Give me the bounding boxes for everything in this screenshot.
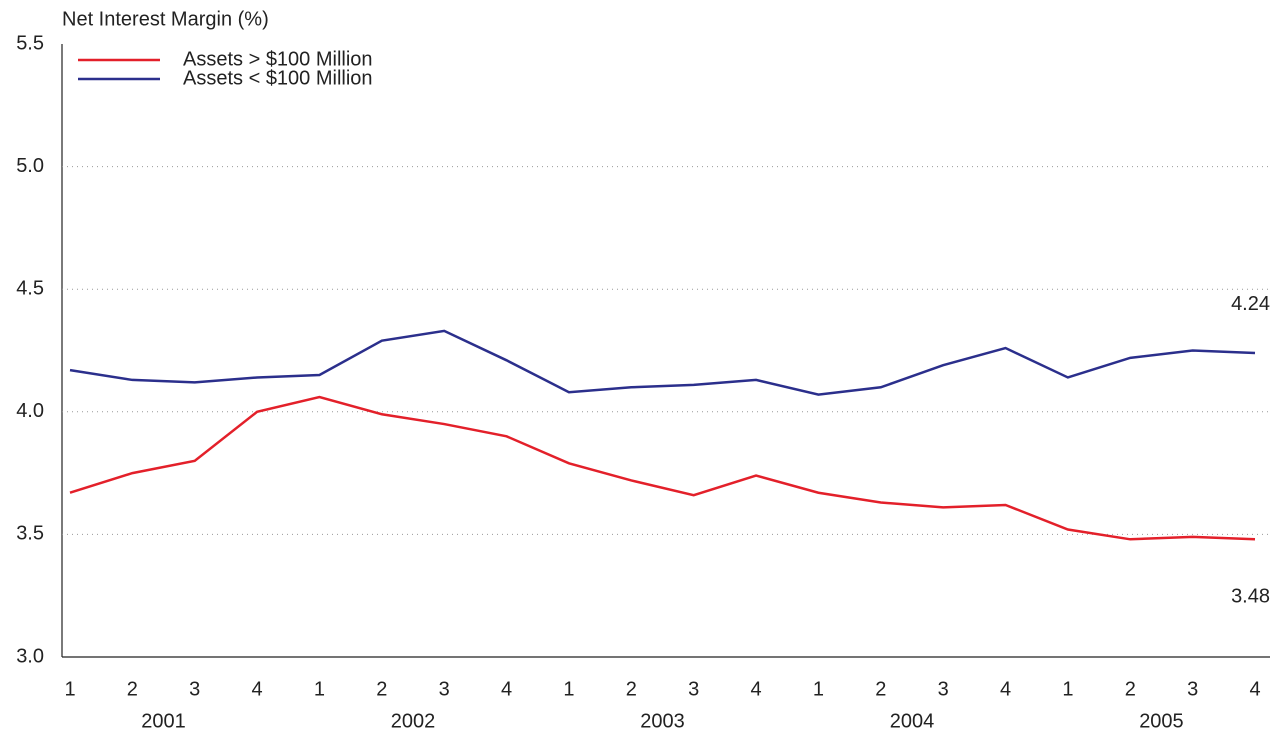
x-tick-label: 4 (501, 678, 512, 700)
end-value-label: 4.24 (1231, 293, 1270, 315)
legend-label: Assets < $100 Million (183, 67, 373, 89)
x-group-label: 2001 (141, 710, 186, 732)
y-tick-label: 4.5 (16, 277, 44, 299)
y-tick-label: 4.0 (16, 400, 44, 422)
x-tick-label: 4 (1249, 678, 1260, 700)
series-line (69, 329, 1256, 396)
x-tick-label: 4 (252, 678, 263, 700)
x-group-label: 2003 (640, 710, 685, 732)
x-tick-label: 4 (750, 678, 761, 700)
y-tick-label: 3.0 (16, 645, 44, 667)
x-tick-label: 2 (376, 678, 387, 700)
x-group-label: 2004 (890, 710, 935, 732)
x-tick-label: 2 (1125, 678, 1136, 700)
x-tick-label: 4 (1000, 678, 1011, 700)
x-tick-label: 3 (189, 678, 200, 700)
y-tick-label: 5.5 (16, 32, 44, 54)
x-tick-label: 1 (563, 678, 574, 700)
x-tick-label: 3 (1187, 678, 1198, 700)
x-tick-label: 1 (813, 678, 824, 700)
x-tick-label: 3 (688, 678, 699, 700)
x-tick-label: 3 (439, 678, 450, 700)
end-value-label: 3.48 (1231, 586, 1270, 608)
x-tick-label: 2 (127, 678, 138, 700)
x-tick-label: 2 (626, 678, 637, 700)
y-tick-label: 3.5 (16, 523, 44, 545)
x-tick-label: 3 (938, 678, 949, 700)
x-group-label: 2005 (1139, 710, 1184, 732)
series-line (69, 395, 1256, 541)
x-tick-label: 1 (314, 678, 325, 700)
legend-label: Assets > $100 Million (183, 48, 373, 70)
x-group-label: 2002 (391, 710, 436, 732)
x-tick-label: 1 (64, 678, 75, 700)
y-tick-label: 5.0 (16, 155, 44, 177)
x-tick-label: 1 (1062, 678, 1073, 700)
y-axis-label: Net Interest Margin (%) (62, 8, 269, 30)
x-tick-label: 2 (875, 678, 886, 700)
